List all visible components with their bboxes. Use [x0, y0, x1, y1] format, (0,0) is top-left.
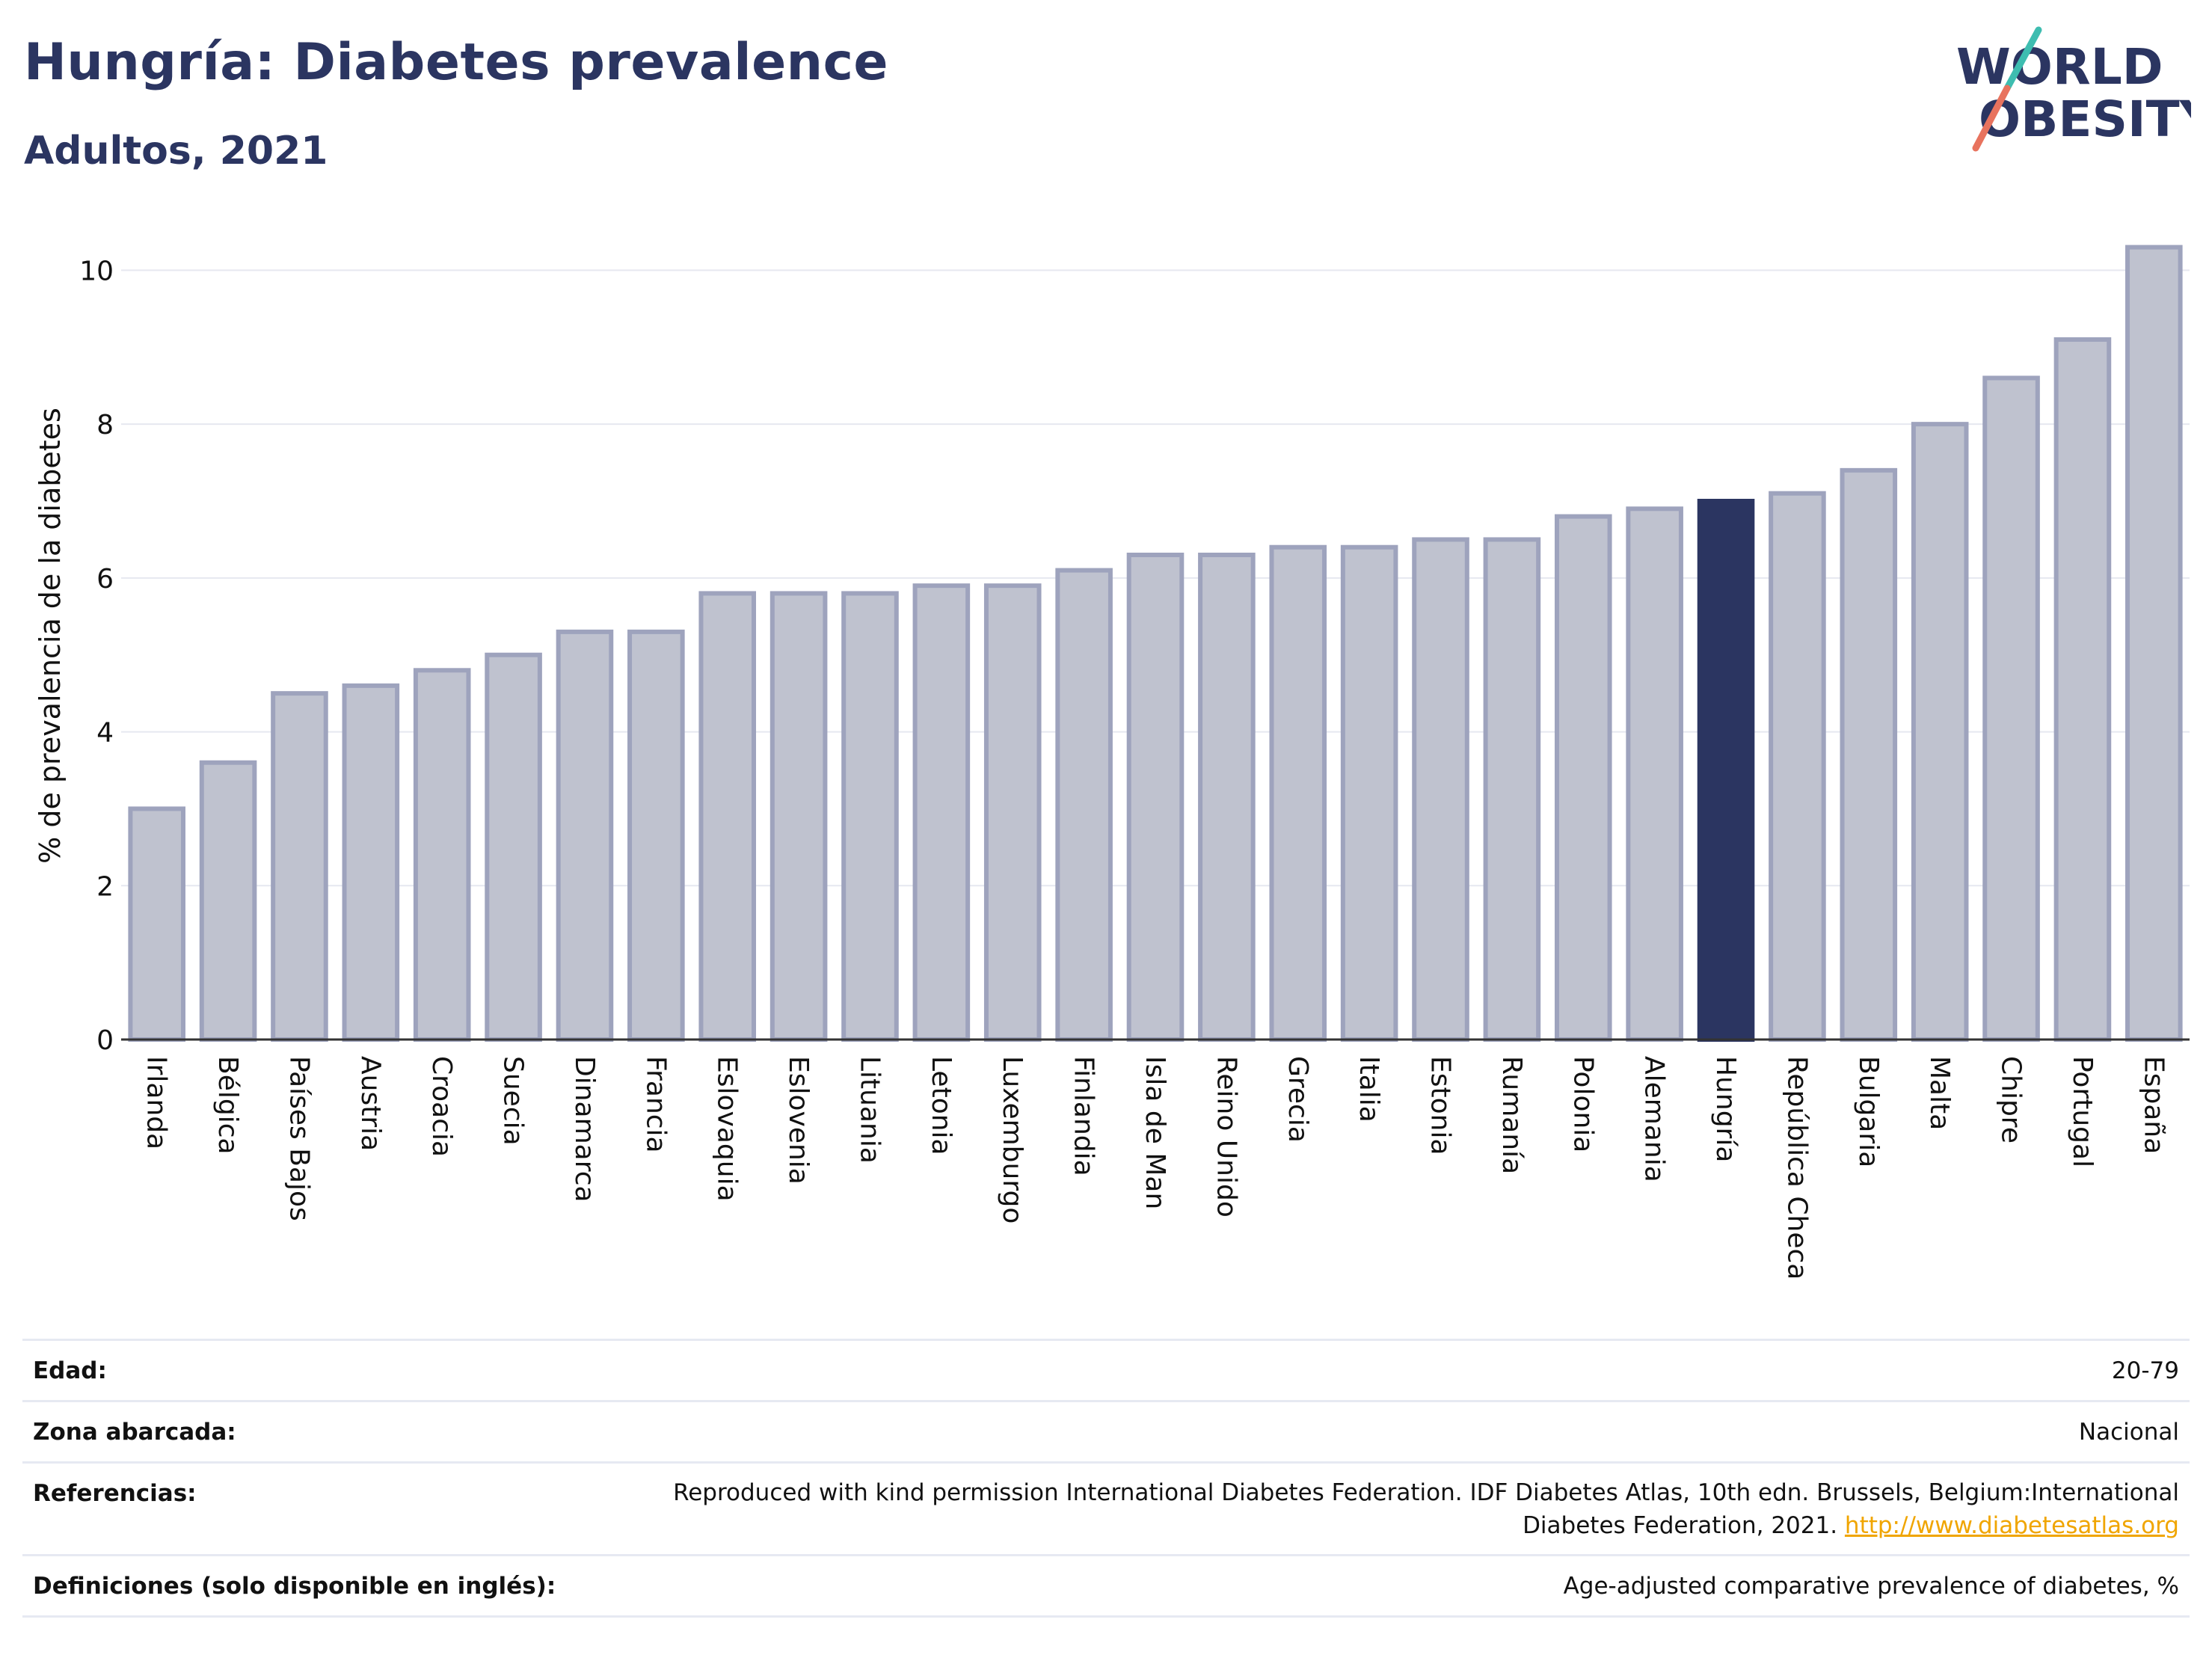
bar [1055, 568, 1113, 1042]
x-tick-label: Francia [640, 1056, 671, 1153]
page-subtitle: Adultos, 2021 [24, 129, 328, 174]
x-tick-label: Eslovenia [783, 1056, 814, 1185]
x-tick-label: Grecia [1282, 1056, 1313, 1143]
x-tick-label: Bulgaria [1853, 1056, 1884, 1167]
bar [1412, 537, 1469, 1042]
info-row-age: Edad: 20-79 [22, 1339, 2190, 1401]
info-label: Zona abarcada: [22, 1400, 592, 1463]
y-tick-label: 6 [96, 564, 114, 595]
bar [841, 591, 899, 1042]
x-tick-label: Luxemburgo [997, 1056, 1027, 1223]
y-tick-label: 10 [79, 256, 114, 286]
bar [271, 691, 328, 1043]
logo-line1: WORLD [1956, 38, 2163, 96]
y-tick-label: 2 [96, 871, 114, 902]
x-tick-label: España [2138, 1056, 2169, 1154]
y-tick-label: 4 [96, 718, 114, 749]
bar [1982, 375, 2040, 1042]
x-tick-label: Portugal [2067, 1056, 2098, 1167]
y-tick-label: 8 [96, 410, 114, 440]
x-tick-label: Malta [1924, 1056, 1955, 1130]
logo-slash-coral [1972, 85, 2011, 152]
x-tick-label: Chipre [1996, 1056, 2027, 1143]
bar [2053, 337, 2112, 1042]
bar [983, 583, 1042, 1042]
x-tick-label: Eslovaquia [712, 1056, 743, 1202]
y-tick-label: 0 [96, 1025, 114, 1056]
x-tick-label: Suecia [498, 1056, 529, 1146]
info-label: Edad: [22, 1339, 592, 1401]
x-tick-label: Alemania [1639, 1056, 1670, 1182]
x-tick-label: Lituania [854, 1056, 885, 1164]
bar [1697, 499, 1755, 1042]
bar [413, 668, 471, 1042]
x-tick-label: Rumanía [1496, 1056, 1527, 1174]
bar [1554, 514, 1612, 1043]
x-tick-label: Austria [355, 1056, 386, 1151]
bar [1769, 491, 1826, 1042]
x-tick-label: Países Bajos [283, 1056, 314, 1221]
bar [1198, 553, 1256, 1042]
reference-line2-text: Diabetes Federation, 2021. [1523, 1511, 1845, 1539]
x-tick-label: Isla de Man [1140, 1056, 1170, 1209]
x-tick-label: Irlanda [141, 1056, 172, 1149]
info-value: Reproduced with kind permission Internat… [592, 1461, 2190, 1556]
bar [1911, 422, 1969, 1042]
bar [556, 629, 614, 1042]
reference-link[interactable]: http://www.diabetesatlas.org [1844, 1511, 2179, 1539]
bar [199, 760, 257, 1042]
page-title: Hungría: Diabetes prevalence [24, 33, 889, 92]
bar [912, 583, 971, 1042]
info-table: Edad: 20-79 Zona abarcada: Nacional Refe… [22, 1339, 2190, 1618]
bar [128, 806, 185, 1043]
info-label: Definiciones (solo disponible en inglés)… [22, 1554, 592, 1618]
bar [1626, 506, 1683, 1042]
x-tick-label: Letonia [926, 1056, 956, 1155]
x-tick-label: Reino Unido [1211, 1056, 1241, 1218]
info-value: Nacional [592, 1400, 2190, 1463]
x-tick-label: Bélgica [212, 1056, 243, 1155]
x-tick-label: Croacia [426, 1056, 457, 1157]
info-value: Age-adjusted comparative prevalence of d… [592, 1554, 2190, 1618]
x-tick-label: Finlandia [1069, 1056, 1099, 1176]
info-value: 20-79 [592, 1339, 2190, 1401]
world-obesity-logo: WORLD OBESITY [1956, 26, 2191, 152]
logo-line2: OBESITY [1979, 90, 2191, 148]
bar [627, 629, 685, 1042]
x-tick-label: Dinamarca [569, 1056, 600, 1203]
bar [1483, 537, 1541, 1042]
logo-slash-teal [2003, 26, 2042, 92]
bar [1269, 544, 1327, 1042]
bar [485, 652, 542, 1042]
bar [1840, 467, 1898, 1043]
y-axis-label: % de prevalencia de la diabetes [34, 408, 67, 864]
x-tick-label: Hungría [1710, 1056, 1741, 1162]
info-row-definitions: Definiciones (solo disponible en inglés)… [22, 1554, 2190, 1618]
x-tick-label: Estonia [1425, 1056, 1456, 1155]
reference-line2: Diabetes Federation, 2021. http://www.di… [602, 1509, 2179, 1542]
bar [342, 683, 400, 1042]
x-tick-label: República Checa [1781, 1056, 1812, 1280]
bar [2125, 245, 2183, 1043]
info-row-area: Zona abarcada: Nacional [22, 1400, 2190, 1463]
x-tick-label: Polonia [1567, 1056, 1598, 1152]
bar [769, 591, 828, 1042]
bar-chart: 0 2 4 6 8 10 % de prevalencia de la diabetes Ir… [34, 245, 2190, 1280]
bar [1340, 544, 1398, 1042]
bar [1126, 553, 1185, 1042]
info-label: Referencias: [22, 1461, 592, 1556]
reference-line1: Reproduced with kind permission Internat… [673, 1479, 2179, 1506]
x-tick-label: Italia [1354, 1056, 1384, 1123]
bar [698, 591, 757, 1042]
info-row-references: Referencias: Reproduced with kind permis… [22, 1461, 2190, 1556]
